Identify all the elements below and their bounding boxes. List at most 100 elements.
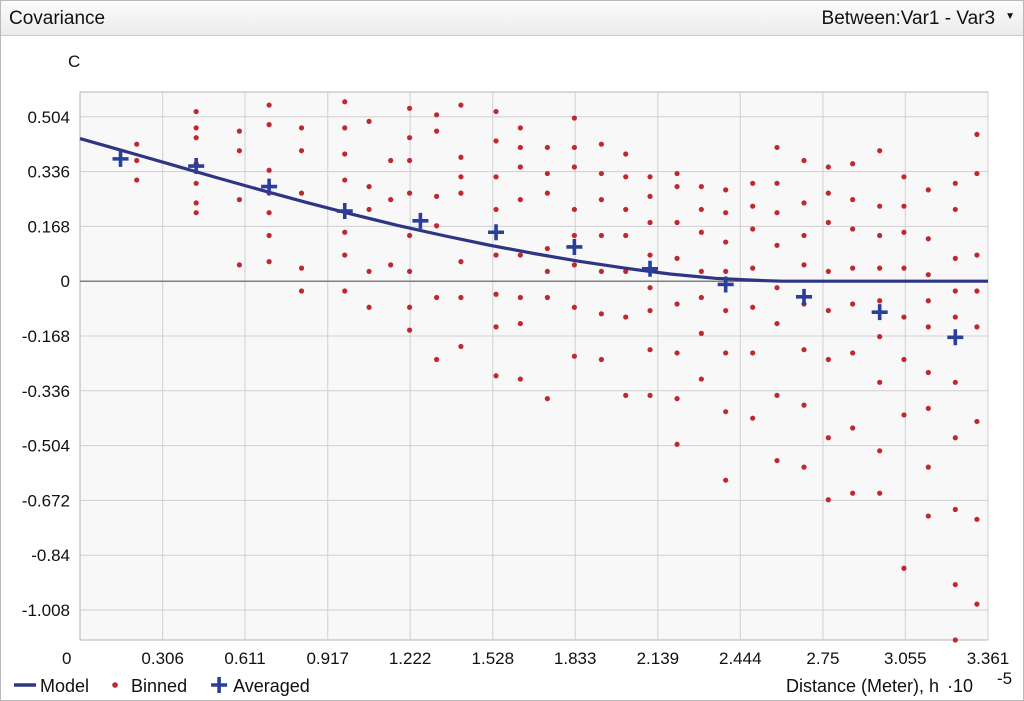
binned-point — [850, 265, 856, 271]
binned-point — [723, 350, 729, 356]
averaged-point — [488, 224, 505, 241]
caret-down-icon[interactable]: ▼ — [1005, 11, 1015, 22]
binned-point — [571, 164, 577, 170]
binned-point — [458, 259, 464, 265]
binned-point — [193, 108, 199, 115]
binned-point — [877, 232, 883, 239]
binned-point — [571, 232, 577, 239]
binned-point — [598, 232, 605, 239]
binned-point — [698, 330, 704, 336]
y-tick-label: -0.168 — [22, 327, 70, 346]
binned-point — [366, 183, 372, 190]
binned-point — [598, 311, 605, 317]
binned-point — [647, 285, 653, 291]
binned-point — [544, 245, 550, 252]
binned-point — [517, 376, 523, 382]
binned-point — [774, 144, 780, 151]
binned-point — [544, 294, 550, 301]
binned-point — [193, 200, 199, 206]
binned-point — [952, 379, 958, 385]
binned-point — [850, 197, 856, 203]
binned-point — [266, 232, 272, 239]
binned-point — [723, 268, 729, 275]
binned-point — [801, 402, 807, 408]
binned-point — [366, 118, 372, 124]
binned-point — [406, 327, 413, 333]
averaged-point — [188, 158, 205, 175]
binned-point — [925, 272, 931, 278]
binned-point — [266, 102, 272, 108]
binned-point — [544, 396, 550, 402]
panel-title: Covariance — [9, 8, 106, 29]
binned-point — [647, 307, 653, 314]
binned-point — [877, 298, 883, 304]
binned-point — [458, 343, 464, 350]
binned-point — [925, 513, 931, 519]
binned-point — [544, 144, 550, 151]
binned-point — [850, 350, 856, 356]
binned-point — [850, 301, 856, 307]
binned-point — [623, 392, 629, 398]
binned-point — [750, 265, 756, 271]
binned-point — [134, 177, 140, 183]
binned-point — [925, 369, 931, 376]
x-tick-label: 2.444 — [719, 649, 762, 668]
legend-item: Averaged — [211, 676, 310, 696]
binned-point — [236, 262, 242, 268]
binned-point — [952, 180, 958, 186]
binned-point — [623, 268, 629, 275]
binned-point — [774, 320, 780, 327]
binned-point — [801, 464, 807, 470]
variable-pair-selector[interactable]: Between:Var1 - Var3 ▼ — [822, 8, 1015, 30]
binned-point — [674, 183, 680, 190]
binned-point — [623, 232, 629, 239]
binned-point — [458, 190, 464, 196]
binned-point — [193, 135, 199, 141]
averaged-point — [261, 178, 278, 195]
binned-point — [901, 565, 907, 571]
binned-point — [723, 210, 729, 216]
binned-point — [925, 324, 931, 330]
legend-label: Averaged — [233, 676, 310, 696]
binned-point — [877, 448, 883, 454]
binned-point — [901, 412, 907, 418]
binned-point — [974, 252, 980, 258]
binned-point — [493, 206, 499, 213]
binned-point — [434, 193, 440, 199]
binned-point — [925, 405, 931, 412]
binned-point — [342, 288, 348, 294]
x-tick-label: 0.306 — [141, 649, 184, 668]
binned-point — [366, 268, 372, 275]
binned-point — [458, 102, 464, 108]
binned-point — [647, 219, 653, 226]
binned-point — [623, 151, 629, 157]
binned-point — [674, 441, 680, 447]
binned-point — [825, 307, 831, 314]
binned-point — [571, 262, 577, 268]
binned-point — [298, 265, 305, 271]
binned-point — [598, 268, 605, 275]
averaged-point — [336, 203, 353, 220]
binned-point — [298, 288, 305, 294]
binned-point — [901, 314, 907, 320]
binned-point — [298, 190, 305, 196]
variable-pair-label: Between:Var1 - Var3 — [821, 8, 996, 29]
binned-point — [342, 177, 348, 183]
binned-point — [517, 294, 523, 301]
binned-point — [925, 298, 931, 304]
legend-swatch-plus — [211, 677, 228, 693]
binned-point — [825, 497, 831, 503]
binned-point — [750, 226, 756, 232]
binned-point — [406, 105, 413, 111]
binned-point — [723, 477, 729, 483]
averaged-point — [642, 260, 659, 277]
binned-point — [877, 490, 883, 496]
binned-point — [342, 252, 348, 258]
binned-point — [571, 353, 577, 359]
binned-point — [571, 304, 577, 310]
binned-point — [952, 435, 958, 441]
binned-point — [974, 170, 980, 177]
binned-point — [458, 294, 464, 301]
binned-point — [623, 206, 629, 213]
binned-point — [877, 203, 883, 209]
